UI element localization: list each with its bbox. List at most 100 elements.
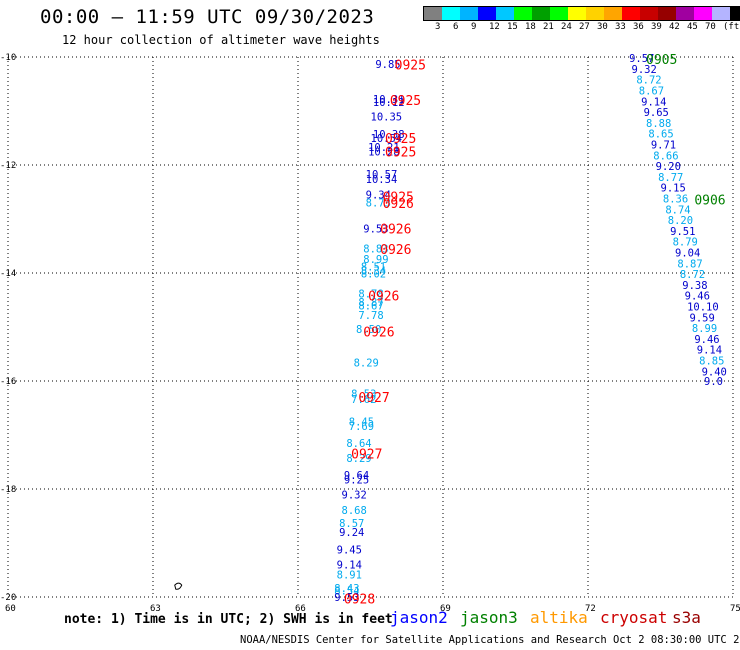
- swh-value-label: 10.21: [368, 142, 400, 154]
- swh-value-label: 8.54: [334, 586, 359, 598]
- swh-value-label: 8.79: [673, 237, 698, 249]
- swh-value-label: 8.36: [663, 193, 688, 205]
- color-swatch: [496, 7, 514, 20]
- time-label: 0906: [694, 194, 725, 209]
- swh-value-label: 8.53: [351, 388, 376, 400]
- time-label: 0925: [385, 146, 416, 161]
- color-scale-tick: 18: [525, 22, 536, 32]
- swh-value-label: 9.64: [344, 470, 369, 482]
- swh-value-label: 8.99: [692, 323, 717, 335]
- swh-value-label: 10.28: [368, 147, 400, 159]
- swh-value-label: 9.85: [375, 59, 400, 71]
- swh-value-label: 7.69: [349, 421, 374, 433]
- y-tick-label: -16: [0, 377, 16, 387]
- swh-value-label: 8.73: [366, 197, 391, 209]
- y-tick-label: -10: [0, 53, 16, 63]
- swh-value-label: 9.53: [363, 224, 388, 236]
- legend-cryosat: cryosat: [600, 608, 668, 627]
- color-scale-swatches: [423, 6, 740, 21]
- swh-value-label: 7.78: [358, 310, 383, 322]
- swh-value-label: 10.34: [366, 174, 398, 186]
- y-tick-label: -18: [0, 485, 16, 495]
- swh-value-label: 8.29: [346, 453, 371, 465]
- swh-value-label: 9.15: [661, 183, 686, 195]
- page-subtitle: 12 hour collection of altimeter wave hei…: [62, 33, 380, 47]
- swh-value-label: 8.67: [639, 85, 664, 97]
- legend-jason2: jason2: [390, 608, 448, 627]
- x-tick-label: 72: [585, 604, 596, 614]
- swh-value-label: 9.46: [694, 334, 719, 346]
- color-scale-tick: 6: [453, 22, 459, 32]
- color-scale-tick: 27: [579, 22, 590, 32]
- y-tick-label: -12: [0, 161, 16, 171]
- swh-value-label: 9.14: [337, 560, 362, 572]
- swh-value-label: 9.32: [342, 489, 367, 501]
- y-tick-label: -14: [0, 269, 16, 279]
- swh-value-label: 8.72: [636, 75, 661, 87]
- color-swatch: [424, 7, 442, 20]
- swh-value-label: 8.91: [337, 569, 362, 581]
- swh-value-label: 8.02: [361, 269, 386, 281]
- swh-value-label: 8.83: [363, 244, 388, 256]
- swh-value-label: 8.99: [363, 254, 388, 266]
- swh-value-label: 9.20: [656, 161, 681, 173]
- time-label: 0925: [383, 190, 414, 205]
- swh-value-label: 8.29: [354, 358, 379, 370]
- swh-value-label: 8.50: [356, 324, 381, 336]
- swh-value-label: 8.87: [677, 258, 702, 270]
- swh-value-label: 8.34: [361, 265, 386, 277]
- time-label: 0927: [358, 391, 389, 406]
- color-swatch: [604, 7, 622, 20]
- swh-value-label: 8.64: [346, 438, 371, 450]
- color-swatch: [514, 7, 532, 20]
- color-swatch: [442, 7, 460, 20]
- color-swatch: [532, 7, 550, 20]
- swh-value-label: 10.57: [366, 169, 398, 181]
- color-swatch: [712, 7, 730, 20]
- page-title: 00:00 – 11:59 UTC 09/30/2023: [40, 6, 375, 28]
- swh-value-label: 9.24: [339, 527, 364, 539]
- swh-value-label: 9.53: [334, 592, 359, 604]
- swh-value-label: 9.40: [702, 366, 727, 378]
- color-scale-tick: 45: [687, 22, 698, 32]
- color-scale-tick: 12: [489, 22, 500, 32]
- swh-value-label: 9.32: [632, 64, 657, 76]
- color-swatch: [568, 7, 586, 20]
- time-label: 0926: [363, 325, 394, 340]
- swh-value-label: 10.35: [371, 111, 403, 123]
- time-label: 0905: [646, 53, 677, 68]
- time-label: 0925: [395, 59, 426, 74]
- color-swatch: [676, 7, 694, 20]
- time-label: 0927: [351, 447, 382, 462]
- swh-value-label: 8.45: [349, 417, 374, 429]
- swh-value-label: 9.59: [690, 312, 715, 324]
- swh-value-label: 8.72: [680, 269, 705, 281]
- time-label: 0926: [368, 290, 399, 305]
- color-scale-tick: 42: [669, 22, 680, 32]
- color-scale-tick: 70: [705, 22, 716, 32]
- swh-value-label: 8.88: [646, 118, 671, 130]
- color-scale-tick: 39: [651, 22, 662, 32]
- color-swatch: [460, 7, 478, 20]
- swh-value-label: 10.54: [371, 133, 403, 145]
- color-swatch: [622, 7, 640, 20]
- swh-value-label: 8.67: [358, 300, 383, 312]
- swh-value-label: 10.10: [687, 301, 719, 313]
- color-swatch: [550, 7, 568, 20]
- color-scale-tick: 3: [435, 22, 441, 32]
- swh-value-label: 9.34: [366, 190, 391, 202]
- swh-value-label: 8.57: [339, 518, 364, 530]
- time-label: 0926: [383, 197, 414, 212]
- legend-jason3: jason3: [460, 608, 518, 627]
- swh-value-label: 8.51: [361, 262, 386, 274]
- swh-value-label: 9.45: [337, 544, 362, 556]
- x-tick-label: 75: [730, 604, 740, 614]
- swh-value-label: 9.46: [685, 291, 710, 303]
- swh-value-label: 8.74: [665, 204, 690, 216]
- color-scale-tick: 9: [471, 22, 477, 32]
- swh-value-label: 10.31: [373, 94, 405, 106]
